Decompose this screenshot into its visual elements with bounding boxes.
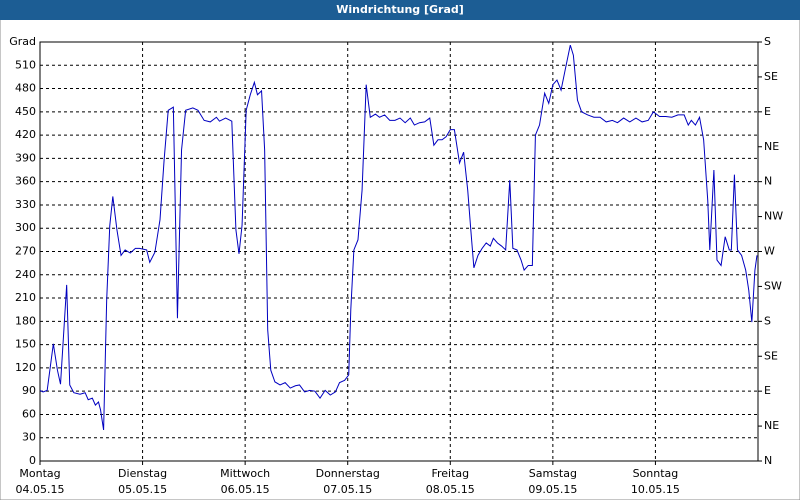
y-tick-label: 30	[22, 431, 36, 444]
x-tick-label: Dienstag	[118, 467, 167, 480]
y-tick-label: 390	[15, 151, 36, 164]
chart-title: Windrichtung [Grad]	[336, 3, 464, 16]
y2-tick-label: SE	[764, 70, 778, 83]
y2-tick-label: S	[764, 314, 771, 327]
y2-tick-label: S	[764, 35, 771, 48]
y-tick-label: 330	[15, 198, 36, 211]
x-tick-date: 10.05.15	[631, 483, 680, 496]
x-tick-date: 07.05.15	[323, 483, 372, 496]
y-tick-label: 450	[15, 105, 36, 118]
y-tick-label: 0	[29, 454, 36, 467]
x-tick-date: 06.05.15	[221, 483, 270, 496]
y-tick-label: 240	[15, 268, 36, 281]
y-tick-label: Grad	[9, 35, 36, 48]
y-tick-label: 90	[22, 384, 36, 397]
y-tick-label: 480	[15, 82, 36, 95]
x-tick-date: 05.05.15	[118, 483, 167, 496]
x-tick-date: 04.05.15	[16, 483, 65, 496]
y2-tick-label: NE	[764, 140, 779, 153]
y2-tick-label: W	[764, 245, 775, 258]
y-tick-label: 150	[15, 338, 36, 351]
x-tick-date: 08.05.15	[426, 483, 475, 496]
y-tick-label: 210	[15, 291, 36, 304]
y2-tick-label: N	[764, 175, 772, 188]
x-tick-label: Donnerstag	[316, 467, 380, 480]
x-tick-date: 09.05.15	[528, 483, 577, 496]
x-tick-label: Mittwoch	[220, 467, 270, 480]
y2-tick-label: SW	[764, 279, 782, 292]
y2-tick-label: SE	[764, 349, 778, 362]
y2-tick-label: NW	[764, 210, 783, 223]
data-line	[39, 44, 758, 431]
y-tick-label: 510	[15, 58, 36, 71]
y-tick-label: 270	[15, 245, 36, 258]
x-tick-label: Freitag	[431, 467, 469, 480]
y2-tick-label: E	[764, 105, 771, 118]
x-tick-label: Samstag	[529, 467, 577, 480]
y-tick-label: 180	[15, 314, 36, 327]
y-tick-label: 420	[15, 128, 36, 141]
y2-tick-label: N	[764, 454, 772, 467]
y2-tick-label: NE	[764, 419, 779, 432]
y-tick-label: 300	[15, 221, 36, 234]
y-tick-label: 60	[22, 407, 36, 420]
x-tick-label: Sonntag	[633, 467, 679, 480]
y2-tick-label: E	[764, 384, 771, 397]
title-bar	[0, 0, 800, 20]
y-tick-label: 360	[15, 175, 36, 188]
x-tick-label: Montag	[19, 467, 60, 480]
y-tick-label: 120	[15, 361, 36, 374]
